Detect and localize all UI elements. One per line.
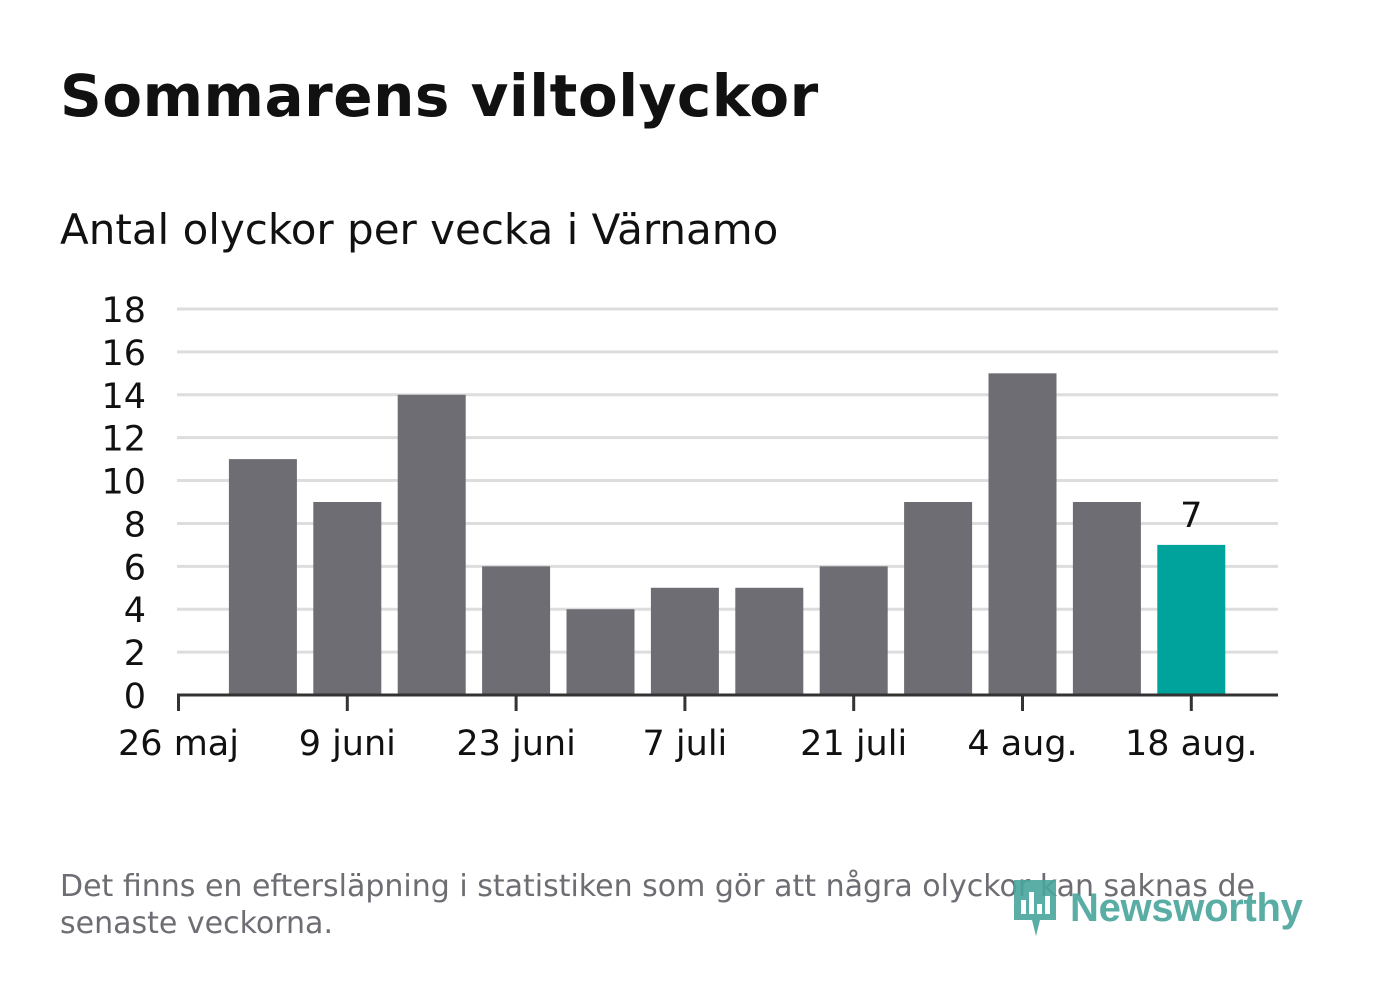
bar bbox=[1072, 502, 1141, 695]
x-tick-label: 23 juni bbox=[456, 724, 575, 764]
x-tick-label: 4 aug. bbox=[967, 724, 1077, 764]
y-tick-label: 14 bbox=[101, 377, 146, 417]
chart-title: Sommarens viltolyckor bbox=[60, 62, 819, 130]
bars bbox=[228, 373, 1226, 695]
y-tick-label: 0 bbox=[124, 677, 146, 717]
x-tick-label: 18 aug. bbox=[1125, 724, 1258, 764]
newsworthy-logo-icon bbox=[1014, 880, 1056, 936]
y-tick-label: 8 bbox=[124, 505, 146, 545]
bar bbox=[313, 502, 382, 695]
bar bbox=[397, 394, 466, 695]
y-tick-label: 16 bbox=[101, 334, 146, 374]
bar bbox=[566, 609, 635, 695]
y-tick-label: 10 bbox=[101, 463, 146, 503]
chart-subtitle: Antal olyckor per vecka i Värnamo bbox=[60, 205, 779, 254]
y-tick-label: 12 bbox=[101, 420, 146, 460]
y-tick-label: 4 bbox=[124, 591, 146, 631]
bar bbox=[650, 587, 719, 695]
x-tick-label: 7 juli bbox=[643, 724, 728, 764]
x-tick-label: 26 maj bbox=[118, 724, 239, 764]
newsworthy-logo: Newsworthy bbox=[1010, 876, 1303, 940]
x-tick-label: 21 juli bbox=[800, 724, 907, 764]
bar-value-label: 7 bbox=[1180, 496, 1202, 536]
y-tick-label: 18 bbox=[101, 291, 146, 331]
bar bbox=[904, 502, 973, 695]
bar bbox=[819, 566, 888, 695]
y-tick-label: 6 bbox=[124, 548, 146, 588]
brand-name: Newsworthy bbox=[1070, 885, 1303, 930]
bar bbox=[228, 459, 297, 695]
bar bbox=[988, 373, 1057, 695]
bar bbox=[735, 587, 804, 695]
bar-highlight bbox=[1157, 544, 1226, 695]
x-tick-label: 9 juni bbox=[299, 724, 396, 764]
y-tick-label: 2 bbox=[124, 634, 146, 674]
data-labels: 7 bbox=[1180, 496, 1202, 536]
x-axis: 26 maj 9 juni 23 juni 7 juli 21 juli 4 aug. 18… bbox=[118, 693, 1278, 764]
bar bbox=[482, 566, 551, 695]
